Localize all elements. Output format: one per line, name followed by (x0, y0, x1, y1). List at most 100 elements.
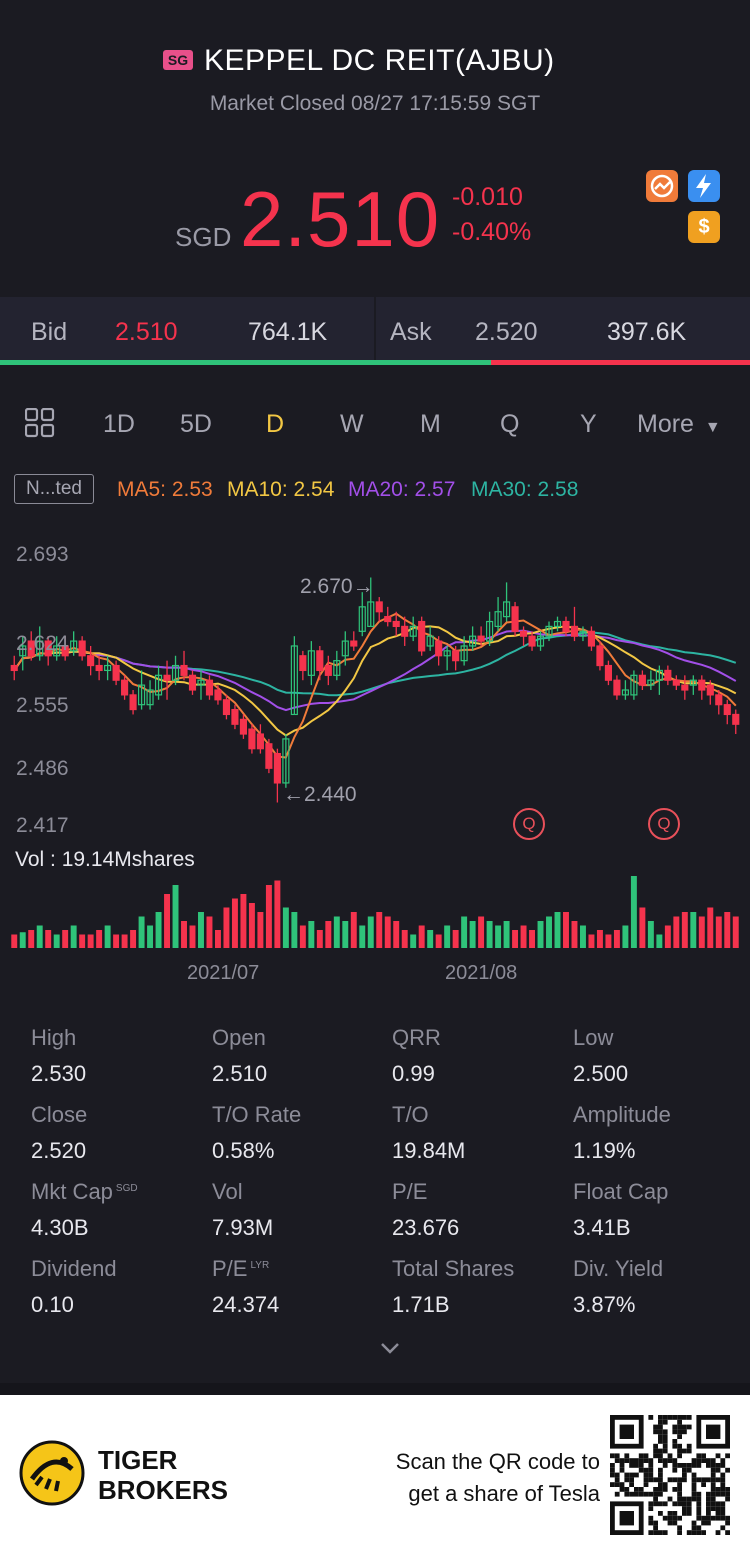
chevron-down-icon[interactable] (375, 1338, 405, 1360)
bid-ask-divider (374, 297, 376, 360)
candle-body (358, 606, 366, 632)
stat-label: Total Shares (392, 1256, 515, 1281)
candle-body (129, 694, 137, 711)
x-tick-label: 2021/08 (445, 962, 518, 984)
bid-label: Bid (31, 318, 68, 346)
ask-label: Ask (390, 318, 432, 346)
ask-size: 397.6K (607, 318, 687, 346)
stat-label: T/O Rate (212, 1102, 302, 1127)
tab-5d[interactable]: 5D (180, 410, 212, 438)
volume-bar (70, 925, 77, 948)
promo-line2: get a share of Tesla (408, 1481, 600, 1506)
x-tick-label: 2021/07 (187, 962, 260, 984)
volume-bar (104, 925, 111, 948)
dollar-icon[interactable]: $ (688, 211, 720, 243)
volume-bar (11, 934, 18, 948)
candle-body (137, 684, 146, 706)
candle-body (222, 699, 231, 716)
candle-body (596, 645, 604, 667)
tab-d[interactable]: D (266, 410, 285, 438)
grid-icon[interactable] (24, 407, 55, 443)
promo-line1: Scan the QR code to (395, 1449, 600, 1474)
stat-cell: P/E LYR 24.374 (212, 1256, 279, 1318)
stock-title: KEPPEL DC REIT(AJBU) (204, 44, 555, 77)
candle-body (163, 674, 171, 681)
candle-body (723, 704, 731, 716)
tab-q[interactable]: Q (500, 410, 520, 438)
candle-body (536, 635, 545, 647)
stat-cell: T/O 19.84M (392, 1102, 465, 1164)
volume-bar (62, 930, 69, 948)
candle-body (95, 664, 103, 672)
volume-bar (596, 930, 603, 948)
stat-cell: QRR 0.99 (392, 1025, 441, 1087)
adjust-toggle[interactable]: N...ted (14, 474, 94, 504)
volume-bar (359, 925, 366, 948)
bid-size: 764.1K (248, 318, 328, 346)
candle-body (197, 679, 205, 686)
candle-body (27, 640, 35, 657)
stat-superscript: LYR (250, 1259, 270, 1271)
candle-body (70, 640, 78, 652)
volume-bar (342, 921, 349, 948)
tab-more[interactable]: More ▼ (637, 410, 721, 439)
candle-body (265, 743, 273, 769)
volume-bar (579, 925, 586, 948)
price-change-percent: -0.40% (452, 218, 532, 246)
candle-body (528, 635, 536, 647)
volume-bar (282, 907, 289, 948)
stats-grid: High 2.530 Open 2.510 QRR 0.99 Low 2.500 Close 2.… (0, 1025, 750, 1335)
currency-label: SGD (175, 222, 232, 252)
volume-bar (469, 921, 476, 948)
volume-bar (681, 912, 688, 948)
earnings-marker[interactable]: Q (513, 808, 545, 840)
candle-body (171, 664, 180, 681)
tab-1d[interactable]: 1D (103, 410, 135, 438)
exchange-badge: SG (163, 50, 193, 70)
stat-label: Low (573, 1025, 614, 1050)
tab-w[interactable]: W (340, 410, 364, 438)
stat-value: 0.99 (392, 1061, 435, 1086)
candle-body (333, 660, 341, 676)
stat-cell: Amplitude 1.19% (573, 1102, 671, 1164)
stat-cell: Low 2.500 (573, 1025, 628, 1087)
trend-icon[interactable] (646, 170, 678, 202)
volume-bar (19, 932, 26, 948)
stat-value: 0.10 (31, 1292, 74, 1317)
ma30-value: MA30: 2.58 (471, 478, 579, 501)
volume-bar (656, 934, 663, 948)
tab-more-label: More (637, 410, 694, 438)
candlestick-chart[interactable] (0, 530, 750, 990)
volume-bar (96, 930, 103, 948)
volume-bar (181, 921, 187, 948)
volume-bar (630, 876, 637, 948)
volume-bar (189, 925, 196, 948)
volume-bar (571, 921, 578, 948)
earnings-marker[interactable]: Q (648, 808, 680, 840)
candle-body (477, 635, 485, 642)
candle-body (273, 752, 281, 784)
volume-bar (265, 885, 272, 948)
volume-bar (546, 916, 552, 948)
volume-bar (155, 912, 162, 948)
candle-body (494, 611, 502, 628)
tab-m[interactable]: M (420, 410, 441, 438)
tab-y[interactable]: Y (580, 410, 597, 438)
qr-code[interactable] (610, 1415, 730, 1535)
ma20-value: MA20: 2.57 (348, 478, 456, 501)
candle-body (290, 645, 298, 716)
candle-body (154, 674, 163, 696)
ma5-line (13, 612, 737, 759)
brand-line1: TIGER (98, 1445, 178, 1475)
candle-body (452, 650, 460, 662)
stat-cell: Float Cap 3.41B (573, 1179, 668, 1241)
candle-body (401, 625, 409, 637)
caret-down-icon: ▼ (704, 419, 721, 436)
stat-cell: Mkt Cap SGD 4.30B (31, 1179, 138, 1241)
candle-body (706, 684, 714, 696)
candle-body (341, 640, 349, 657)
candle-body (672, 679, 680, 686)
volume-bar (240, 894, 247, 948)
stat-value: 2.530 (31, 1061, 87, 1086)
lightning-icon[interactable] (688, 170, 720, 202)
